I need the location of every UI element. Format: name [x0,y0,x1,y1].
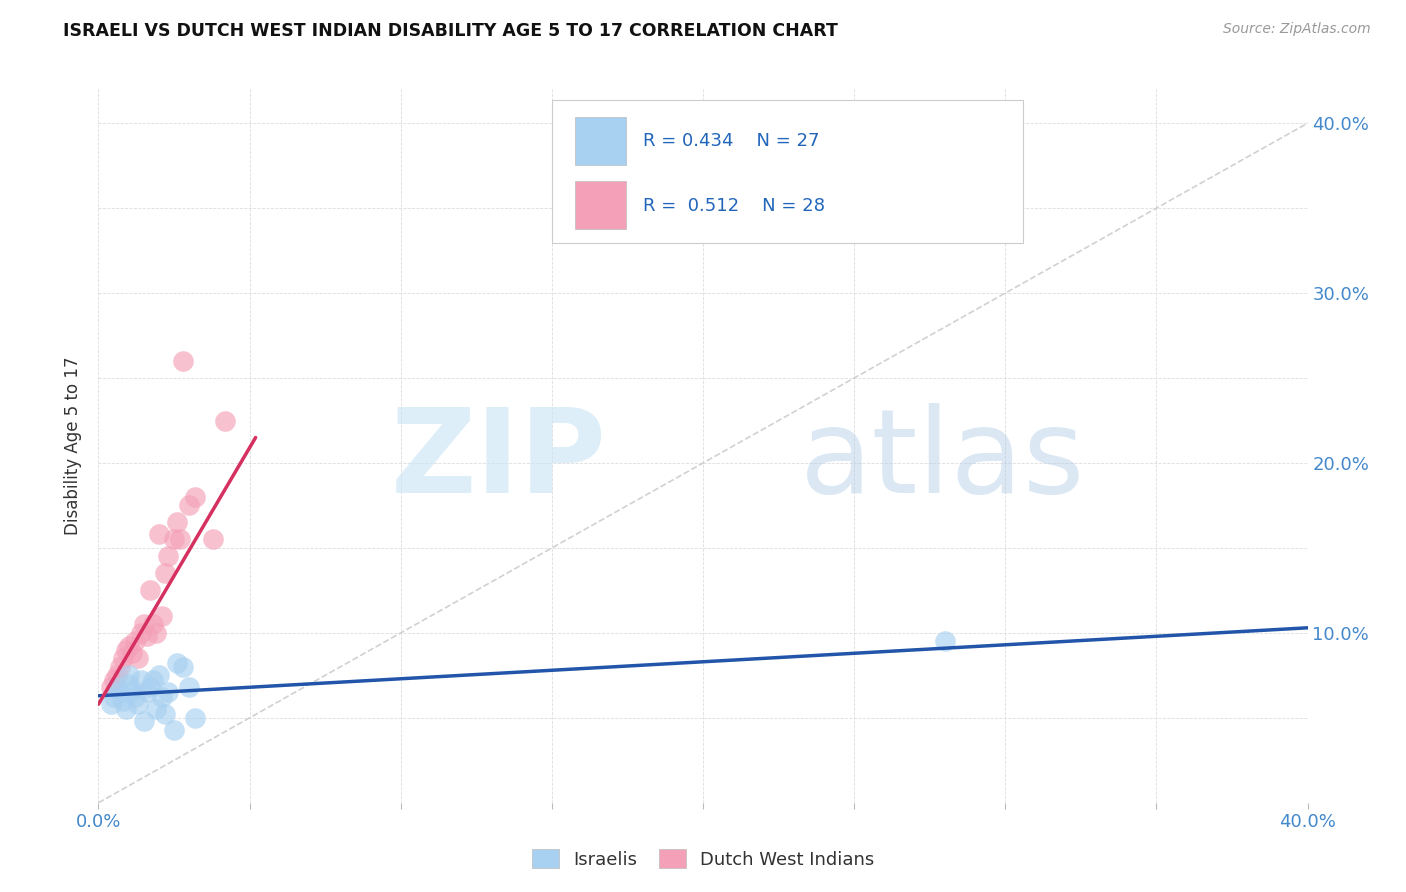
Point [179,499,201,513]
FancyBboxPatch shape [575,181,626,229]
Point [121,646,143,660]
Point [135,685,157,699]
Point [105,680,128,694]
Point [103,673,125,688]
Point [156,549,179,564]
Text: R =  0.512    N = 28: R = 0.512 N = 28 [643,196,824,214]
Point [139,583,162,598]
Point [105,668,128,682]
Point [124,634,146,648]
Point [166,516,188,530]
Point [127,651,149,665]
Point [148,668,170,682]
Text: Source: ZipAtlas.com: Source: ZipAtlas.com [1223,22,1371,37]
Point [114,643,136,657]
Point [108,660,131,674]
Point [153,566,176,581]
Point [142,673,165,688]
Text: ISRAELI VS DUTCH WEST INDIAN DISABILITY AGE 5 TO 17 CORRELATION CHART: ISRAELI VS DUTCH WEST INDIAN DISABILITY … [63,22,838,40]
Point [145,702,167,716]
Point [145,626,167,640]
Point [132,617,155,632]
Point [124,690,146,705]
Text: R = 0.434    N = 27: R = 0.434 N = 27 [643,132,820,150]
Point [132,714,155,729]
Point [114,702,136,716]
Text: atlas: atlas [800,403,1085,517]
Point [184,490,207,504]
Point [148,527,170,541]
Point [214,413,236,427]
Legend: Israelis, Dutch West Indians: Israelis, Dutch West Indians [524,842,882,876]
FancyBboxPatch shape [553,100,1024,243]
Point [118,668,141,682]
Point [127,698,149,712]
Point [202,533,225,547]
Point [129,626,152,640]
Point [135,629,157,643]
Point [129,673,152,688]
Point [163,723,186,737]
Point [934,634,956,648]
Point [156,685,179,699]
Point [100,698,122,712]
Point [121,683,143,698]
Point [172,354,194,368]
Point [153,707,176,722]
Point [142,617,165,632]
Point [150,608,173,623]
Point [172,660,194,674]
Point [111,694,134,708]
Point [184,711,207,725]
Point [163,533,186,547]
Point [108,685,131,699]
Point [169,533,191,547]
Point [103,690,125,705]
Point [111,651,134,665]
Text: ZIP: ZIP [391,403,606,517]
FancyBboxPatch shape [575,117,626,165]
Point [150,690,173,705]
Y-axis label: Disability Age 5 to 17: Disability Age 5 to 17 [65,357,83,535]
Point [100,680,122,694]
Point [166,657,188,671]
Point [118,640,141,654]
Point [179,680,201,694]
Point [139,680,162,694]
Point [118,677,141,691]
